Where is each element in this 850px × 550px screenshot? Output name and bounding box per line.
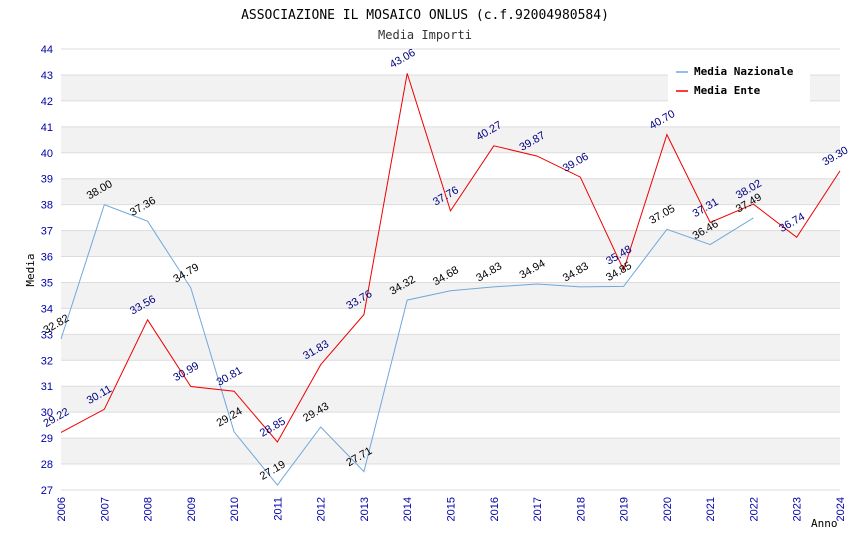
x-tick-label: 2024 (835, 497, 847, 521)
grid-band (61, 178, 840, 205)
series-line-1 (60, 73, 841, 443)
data-label-nazionale: 34.83 (474, 260, 504, 284)
x-tick-label: 2010 (229, 497, 241, 521)
data-label-nazionale: 37.05 (647, 203, 677, 227)
x-axis-title: Anno (811, 517, 838, 530)
x-tick-label: 2014 (402, 497, 414, 521)
y-axis-title: Media (24, 253, 37, 286)
chart-subtitle: Media Importi (378, 28, 472, 42)
y-tick-label: 42 (41, 96, 53, 108)
series-line-0 (60, 203, 754, 486)
x-tick-label: 2015 (446, 497, 458, 521)
y-tick-label: 40 (41, 148, 53, 160)
x-tick-label: 2023 (792, 497, 804, 521)
y-tick-label: 29 (41, 433, 53, 445)
x-tick-label: 2020 (662, 497, 674, 521)
y-tick-label: 30 (41, 407, 53, 419)
y-tick-label: 35 (41, 277, 53, 289)
grid-band (61, 386, 840, 413)
x-tick-label: 2008 (143, 497, 155, 521)
x-tick-label: 2007 (99, 497, 111, 521)
x-tick-label: 2006 (56, 497, 68, 521)
y-tick-label: 36 (41, 252, 53, 264)
y-tick-label: 31 (41, 381, 53, 393)
legend-box (668, 60, 810, 102)
y-tick-label: 28 (41, 459, 53, 471)
grid-band (61, 282, 840, 309)
y-tick-label: 44 (41, 44, 53, 56)
x-tick-label: 2013 (359, 497, 371, 521)
data-label-ente: 43.06 (388, 47, 418, 71)
x-tick-label: 2017 (532, 497, 544, 521)
y-tick-label: 41 (41, 122, 53, 134)
series-lines (60, 73, 841, 486)
legend-label-ente: Media Ente (694, 84, 761, 97)
legend-label-nazionale: Media Nazionale (694, 65, 794, 78)
x-tick-label: 2018 (575, 497, 587, 521)
data-label-nazionale: 34.94 (518, 257, 548, 281)
y-tick-label: 34 (41, 303, 53, 315)
y-tick-label: 37 (41, 226, 53, 238)
legend: Media Nazionale Media Ente (668, 60, 810, 102)
grid-band (61, 230, 840, 257)
y-tick-label: 38 (41, 200, 53, 212)
x-axis-ticks: 2006 2007 2008 2009 2010 2011 2012 2013 2014 2015… (56, 497, 847, 521)
data-label-ente: 39.06 (561, 151, 591, 175)
y-tick-label: 27 (41, 485, 53, 497)
data-label-nazionale: 34.83 (561, 260, 591, 284)
y-tick-label: 33 (41, 329, 53, 341)
chart-title: ASSOCIAZIONE IL MOSAICO ONLUS (c.f.92004… (241, 8, 609, 23)
x-tick-label: 2021 (705, 497, 717, 521)
y-axis-ticks: 27 28 29 30 31 32 33 34 35 36 37 38 39 40 41 42 43 44 (41, 44, 53, 497)
y-tick-label: 43 (41, 70, 53, 82)
grid-bands (61, 74, 840, 465)
y-tick-label: 39 (41, 174, 53, 186)
x-tick-label: 2019 (619, 497, 631, 521)
data-label-nazionale: 32.82 (42, 312, 72, 336)
x-tick-label: 2012 (316, 497, 328, 521)
x-tick-label: 2016 (489, 497, 501, 521)
x-tick-label: 2022 (748, 497, 760, 521)
grid-band (61, 334, 840, 361)
data-label-ente: 30.81 (215, 365, 245, 389)
x-tick-label: 2011 (272, 497, 284, 521)
grid-band (61, 126, 840, 153)
x-tick-label: 2009 (186, 497, 198, 521)
data-labels: 32.8238.0037.3634.7929.2427.1929.4327.71… (42, 47, 850, 483)
y-tick-label: 32 (41, 355, 53, 367)
grid-band (61, 438, 840, 465)
